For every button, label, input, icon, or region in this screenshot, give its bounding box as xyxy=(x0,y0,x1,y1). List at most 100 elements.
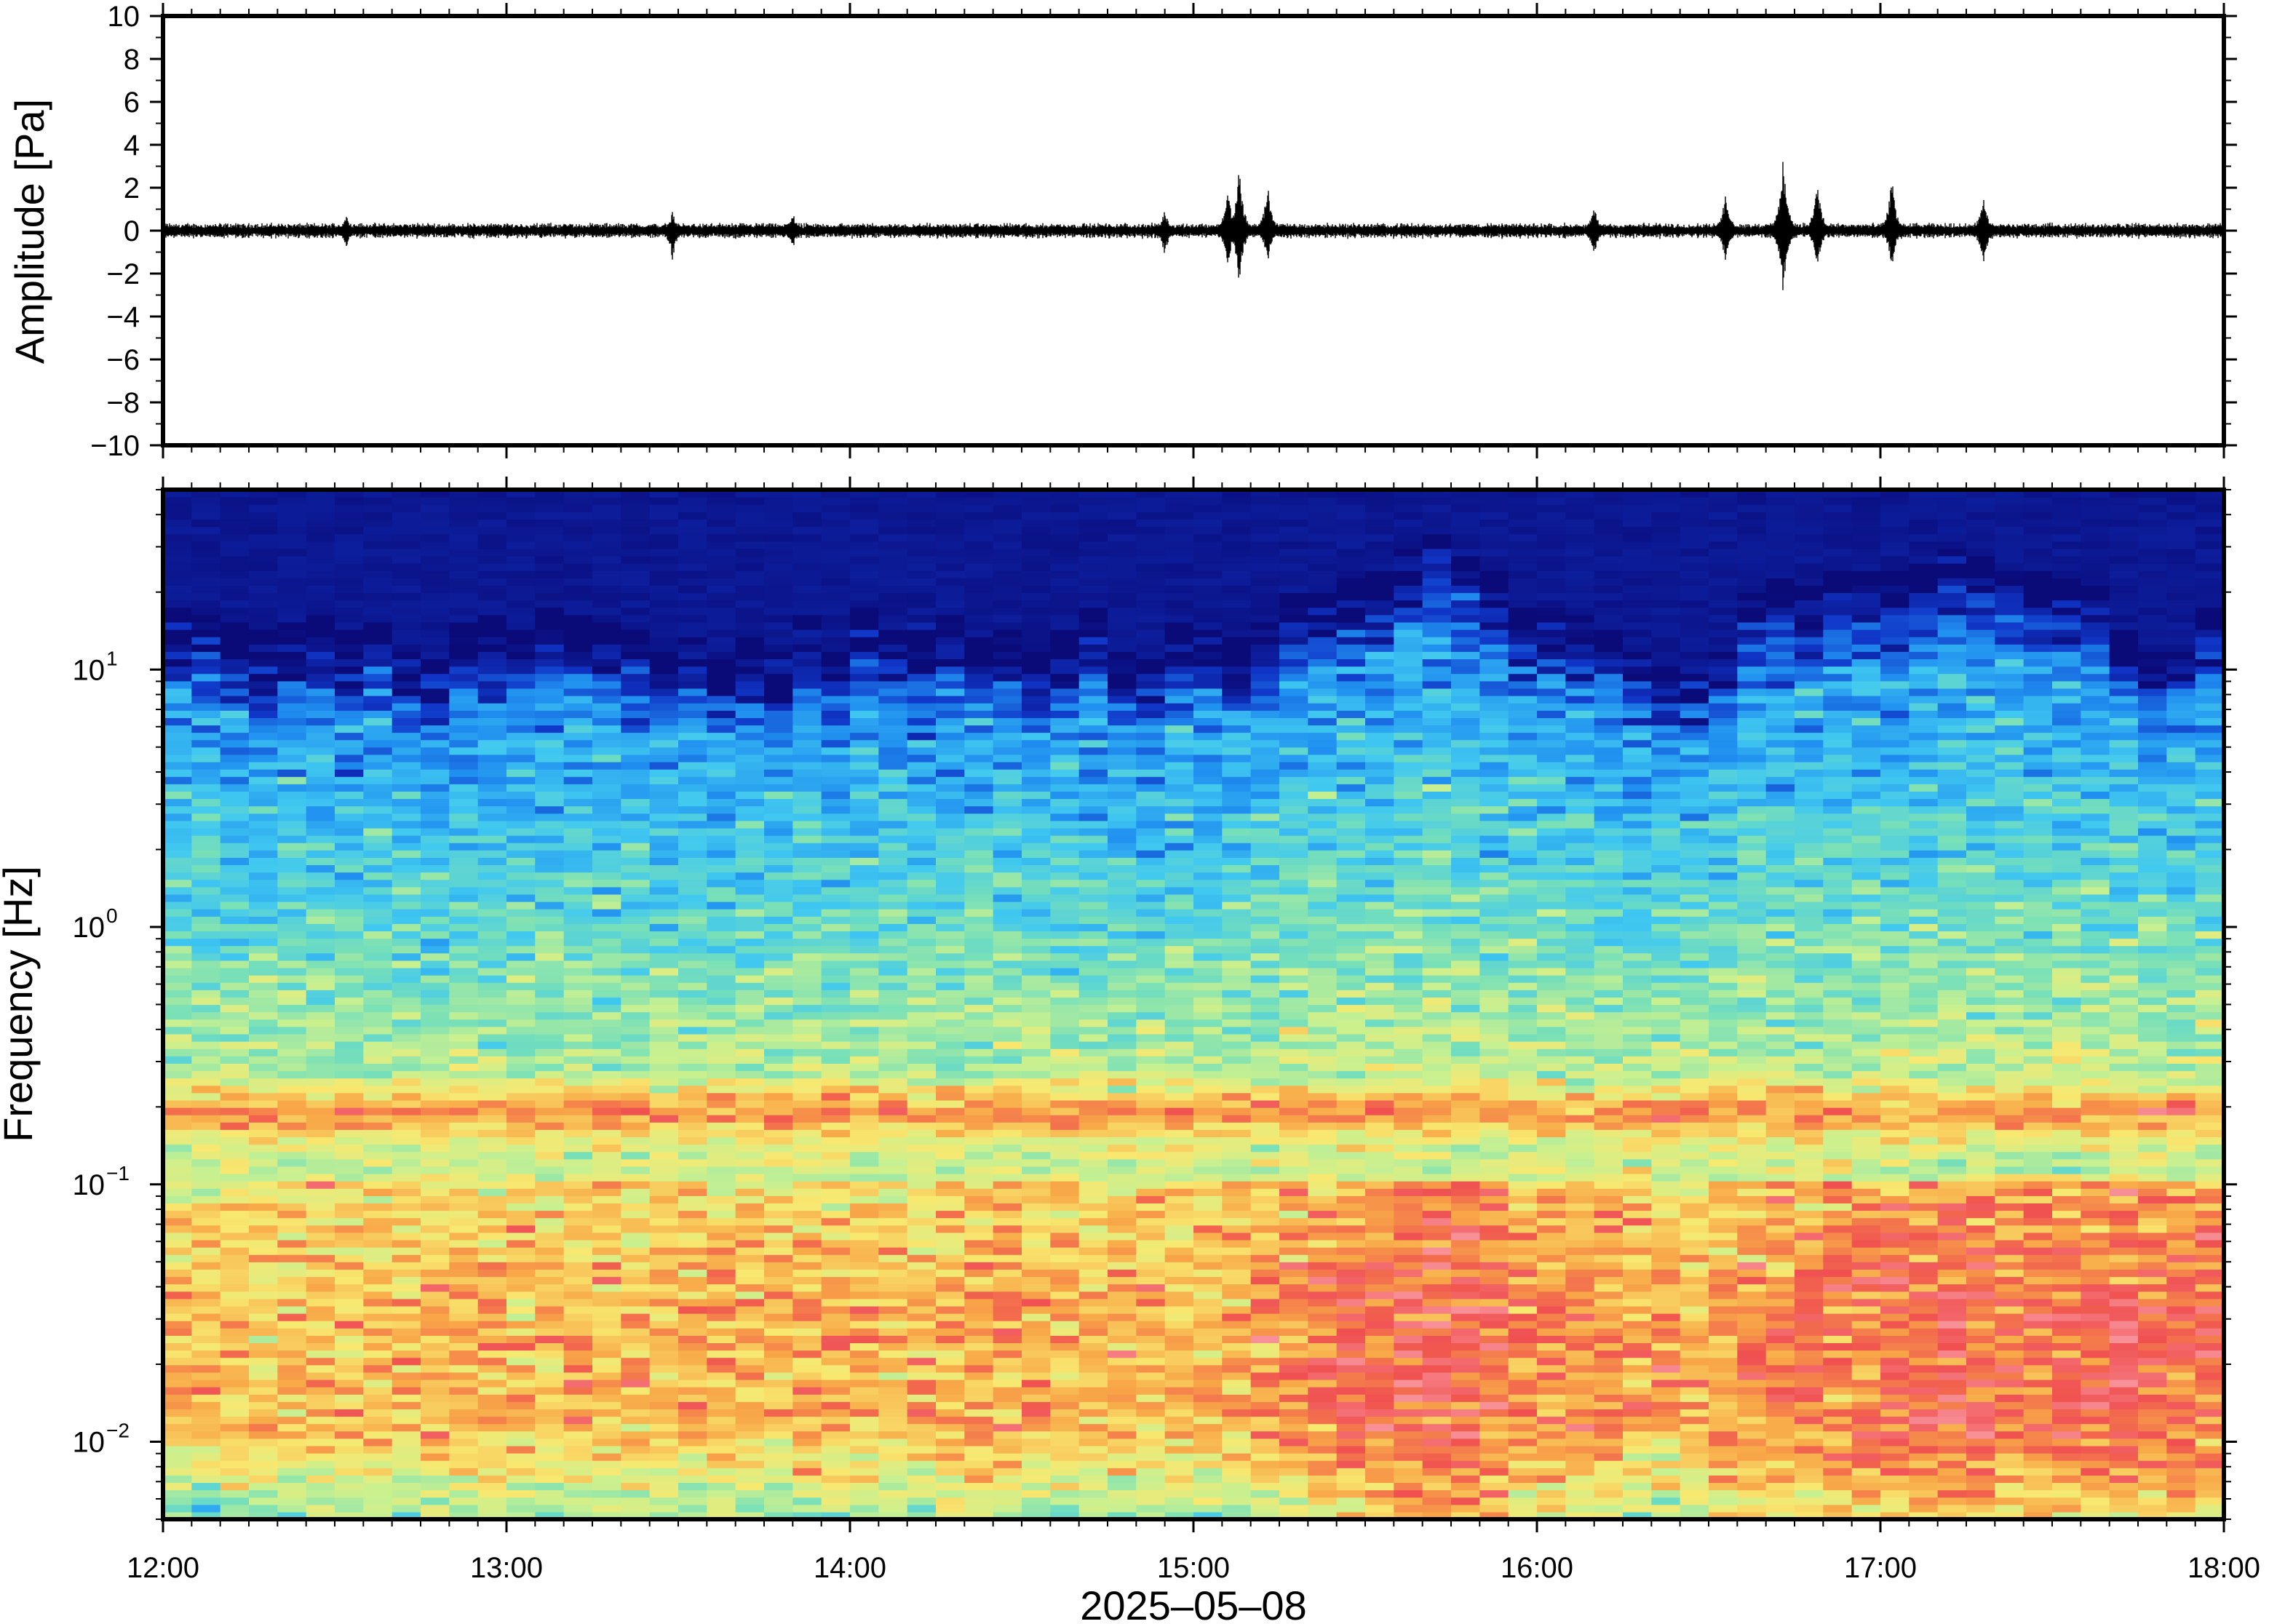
spectrogram-cell xyxy=(306,1115,335,1123)
spectrogram-cell xyxy=(277,754,307,763)
spectrogram-cell xyxy=(1136,1475,1166,1484)
spectrogram-cell xyxy=(850,1511,879,1520)
spectrogram-cell xyxy=(878,835,908,843)
spectrogram-cell xyxy=(792,1409,822,1417)
spectrogram-cell xyxy=(850,820,879,829)
spectrogram-cell xyxy=(907,813,937,821)
spectrogram-cell xyxy=(392,614,421,623)
spectrogram-cell xyxy=(878,827,908,836)
spectrogram-cell xyxy=(1108,1041,1137,1049)
spectrogram-cell xyxy=(1136,1033,1166,1042)
spectrogram-cell xyxy=(764,938,793,947)
spectrogram-cell xyxy=(621,1217,651,1226)
spectrogram-cell xyxy=(1050,637,1080,645)
spectrogram-cell xyxy=(792,1011,822,1020)
spectrogram-cell xyxy=(764,1048,793,1056)
spectrogram-cell xyxy=(1108,1026,1137,1035)
spectrogram-cell xyxy=(878,1438,908,1446)
spectrogram-cell xyxy=(1078,1019,1108,1027)
spectrogram-cell xyxy=(707,798,736,807)
spectrogram-cell xyxy=(421,1041,450,1049)
spectrogram-cell xyxy=(1164,1137,1194,1145)
spectrogram-cell xyxy=(449,938,479,947)
spectrogram-cell xyxy=(764,1438,793,1446)
spectrogram-cell xyxy=(335,769,364,777)
spectrogram-cell xyxy=(821,1151,851,1160)
spectrogram-cell xyxy=(649,555,679,564)
spectrogram-cell xyxy=(220,504,250,512)
spectrogram-cell xyxy=(850,967,879,976)
spectrogram-cell xyxy=(191,791,221,800)
spectrogram-cell xyxy=(792,1158,822,1167)
spectrogram-cell xyxy=(277,1033,307,1042)
spectrogram-cell xyxy=(1022,578,1051,586)
spectrogram-cell xyxy=(477,982,507,990)
spectrogram-cell xyxy=(592,1254,621,1262)
spectrogram-cell xyxy=(163,938,192,947)
spectrogram-cell xyxy=(421,1468,450,1476)
spectrogram-cell xyxy=(878,1372,908,1380)
spectrogram-cell xyxy=(421,607,450,616)
spectrogram-cell xyxy=(477,1254,507,1262)
spectrogram-cell xyxy=(964,1041,994,1049)
spectrogram-cell xyxy=(735,827,765,836)
spectrogram-cell xyxy=(993,637,1022,645)
spectrogram-cell xyxy=(449,1070,479,1079)
spectrogram-cell xyxy=(936,857,965,866)
spectrogram-cell xyxy=(592,1232,621,1241)
spectrogram-cell xyxy=(335,879,364,888)
spectrogram-cell xyxy=(1050,600,1080,608)
spectrogram-cell xyxy=(563,1070,593,1079)
spectrogram-cell xyxy=(592,1482,621,1491)
spectrogram-cell xyxy=(764,1394,793,1402)
spectrogram-cell xyxy=(1136,1070,1166,1079)
spectrogram-cell xyxy=(163,945,192,954)
spectrogram-cell xyxy=(735,526,765,535)
spectrogram-cell xyxy=(277,857,307,866)
spectrogram-cell xyxy=(964,497,994,505)
spectrogram-cell xyxy=(1022,886,1051,895)
spectrogram-cell xyxy=(506,1482,536,1491)
spectrogram-cell xyxy=(421,1430,450,1439)
spectrogram-cell xyxy=(936,1328,965,1336)
spectrogram-cell xyxy=(563,1321,593,1329)
spectrogram-cell xyxy=(707,637,736,645)
spectrogram-cell xyxy=(1022,710,1051,718)
spectrogram-cell xyxy=(993,886,1022,895)
spectrogram-cell xyxy=(1078,1482,1108,1491)
spectrogram-cell xyxy=(563,680,593,689)
spectrogram-cell xyxy=(707,1357,736,1366)
spectrogram-cell xyxy=(1164,1283,1194,1292)
spectrogram-cell xyxy=(363,872,393,880)
spectrogram-cell xyxy=(306,1254,335,1262)
spectrogram-cell xyxy=(506,1453,536,1461)
spectrogram-cell xyxy=(821,739,851,748)
spectrogram-cell xyxy=(335,1137,364,1145)
spectrogram-cell xyxy=(678,1158,707,1167)
spectrogram-cell xyxy=(506,997,536,1006)
spectrogram-cell xyxy=(621,1342,651,1351)
spectrogram-cell xyxy=(306,703,335,711)
spectrogram-cell xyxy=(191,1078,221,1086)
spectrogram-cell xyxy=(220,754,250,763)
spectrogram-cell xyxy=(163,747,192,755)
spectrogram-cell xyxy=(335,533,364,542)
spectrogram-cell xyxy=(335,1181,364,1189)
spectrogram-cell xyxy=(277,1475,307,1484)
spectrogram-cell xyxy=(1136,1217,1166,1226)
spectrogram-cell xyxy=(392,1357,421,1366)
spectrogram-cell xyxy=(792,776,822,784)
spectrogram-cell xyxy=(735,1445,765,1454)
spectrogram-cell xyxy=(993,1048,1022,1056)
spectrogram-cell xyxy=(592,1305,621,1314)
spectrogram-cell xyxy=(277,570,307,578)
spectrogram-cell xyxy=(1164,982,1194,990)
spectrogram-cell xyxy=(191,1497,221,1505)
spectrogram-cell xyxy=(907,512,937,520)
spectrogram-cell xyxy=(477,1151,507,1160)
spectrogram-cell xyxy=(1050,784,1080,792)
spectrogram-cell xyxy=(1136,798,1166,807)
spectrogram-cell xyxy=(1108,1048,1137,1056)
spectrogram-cell xyxy=(707,1099,736,1108)
spectrogram-cell xyxy=(1078,1063,1108,1072)
